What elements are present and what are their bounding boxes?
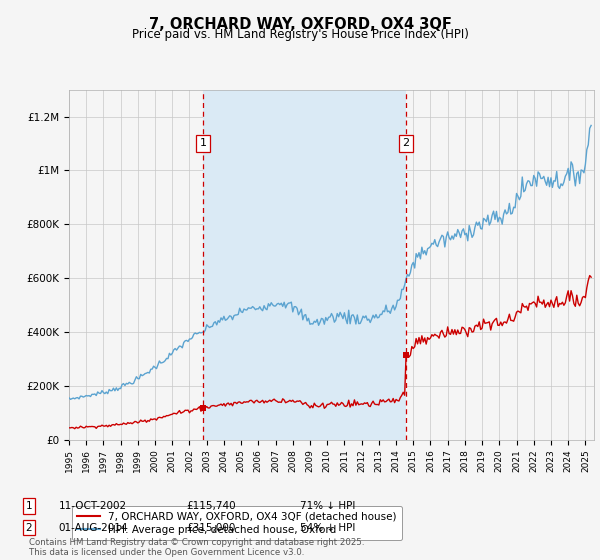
Text: 1: 1 <box>25 501 32 511</box>
Text: 01-AUG-2014: 01-AUG-2014 <box>59 522 128 533</box>
Text: £115,740: £115,740 <box>186 501 236 511</box>
Text: 11-OCT-2002: 11-OCT-2002 <box>59 501 127 511</box>
Text: 2: 2 <box>25 522 32 533</box>
Text: Contains HM Land Registry data © Crown copyright and database right 2025.
This d: Contains HM Land Registry data © Crown c… <box>29 538 364 557</box>
Text: 2: 2 <box>403 138 410 148</box>
Text: £315,000: £315,000 <box>186 522 235 533</box>
Text: 1: 1 <box>199 138 206 148</box>
Legend: 7, ORCHARD WAY, OXFORD, OX4 3QF (detached house), HPI: Average price, detached h: 7, ORCHARD WAY, OXFORD, OX4 3QF (detache… <box>71 506 402 540</box>
Bar <box>203 90 406 440</box>
Text: 7, ORCHARD WAY, OXFORD, OX4 3QF: 7, ORCHARD WAY, OXFORD, OX4 3QF <box>149 17 451 32</box>
Text: 54% ↓ HPI: 54% ↓ HPI <box>300 522 355 533</box>
Text: 71% ↓ HPI: 71% ↓ HPI <box>300 501 355 511</box>
Text: Price paid vs. HM Land Registry's House Price Index (HPI): Price paid vs. HM Land Registry's House … <box>131 28 469 41</box>
